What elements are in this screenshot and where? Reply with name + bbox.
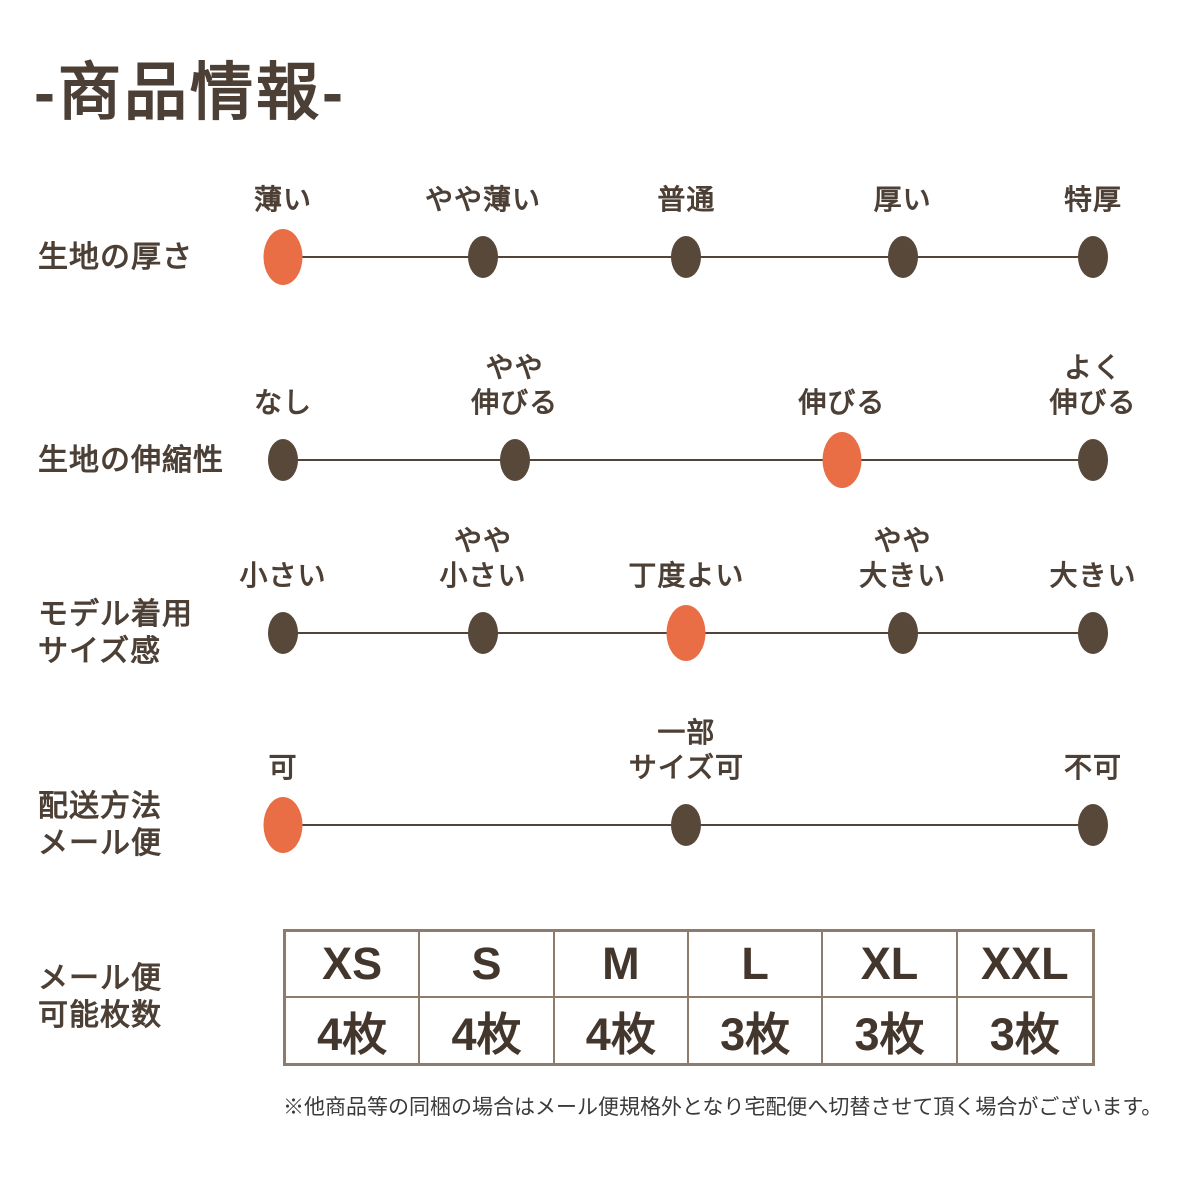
count-cell: 4枚 <box>420 997 555 1063</box>
size-header-cell: XXL <box>957 932 1092 998</box>
scale-dot <box>671 804 702 846</box>
count-cell: 3枚 <box>689 997 824 1063</box>
count-cell: 4枚 <box>286 997 421 1063</box>
count-cell: 3枚 <box>989 1008 1060 1060</box>
scale-row-label-line: 配送方法 <box>38 790 162 823</box>
option-label-line: 伸びる <box>798 387 886 418</box>
option-label: 一部 サイズ可 <box>629 715 744 785</box>
option-label: やや 大きい <box>859 523 946 593</box>
option-label: 特厚 <box>1064 182 1122 217</box>
option-label: なし <box>254 385 312 420</box>
scale-row-label-line: モデル着用 <box>38 598 193 631</box>
size-header-cell: M <box>554 932 689 998</box>
scale-row-label-line: 生地の厚さ <box>38 240 193 274</box>
option-label-line: 大きい <box>1049 560 1137 591</box>
page-title: -商品情報- <box>34 58 346 128</box>
scale-dot <box>268 612 298 654</box>
option-label-line: 不可 <box>1063 752 1123 783</box>
option-label-line: 厚い <box>873 184 932 215</box>
option-label-line: 薄い <box>253 184 313 215</box>
selected-value-dot <box>666 605 706 661</box>
scale-row-label: 生地の厚さ <box>38 239 193 276</box>
size-header-cell: L <box>688 932 824 998</box>
option-label-line: 伸びる <box>1049 387 1137 418</box>
size-header-cell: S <box>420 932 555 998</box>
scale-dot <box>268 439 298 481</box>
scale-row-label: 生地の伸縮性 <box>38 442 224 479</box>
scale-dot <box>671 236 702 278</box>
option-label: 大きい <box>1049 558 1136 593</box>
selected-value-dot <box>822 432 862 488</box>
option-label-line: やや薄い <box>425 184 542 215</box>
scale-dot <box>468 612 499 654</box>
option-label-line: 大きい <box>859 560 947 591</box>
scale-row-label-line: 生地の伸縮性 <box>38 443 224 477</box>
mail-capacity-table: XS S M L XL XXL 4枚 4枚 4枚 3枚 3枚 3枚 <box>283 929 1095 1066</box>
option-label: 普通 <box>657 182 715 217</box>
option-label-line: 伸びる <box>471 387 559 418</box>
option-label: 厚い <box>874 182 932 217</box>
option-label-line: サイズ可 <box>628 752 744 783</box>
option-label-line: やや <box>873 525 932 556</box>
table-label: メール便 可能枚数 <box>38 960 162 1034</box>
scale-row-label: モデル着用 サイズ感 <box>38 596 193 670</box>
option-label-line: よく <box>1063 352 1123 383</box>
scale-dot <box>1078 439 1108 481</box>
table-label-line1: メール便 <box>38 962 162 995</box>
footnote: ※他商品等の同梱の場合はメール便規格外となり宅配便へ切替させて頂く場合がございま… <box>283 1096 1163 1119</box>
option-label: やや 小さい <box>440 523 527 593</box>
scale-row-label-line: サイズ感 <box>38 635 162 668</box>
scale-dot <box>499 439 530 481</box>
scale-dot <box>887 236 918 278</box>
option-label: 小さい <box>239 558 326 593</box>
option-label: 可 <box>268 750 297 785</box>
count-cell: 4枚 <box>555 997 689 1063</box>
scale-dot <box>468 236 499 278</box>
option-label: やや 伸びる <box>471 350 558 420</box>
option-label: 伸びる <box>798 385 885 420</box>
scale-row-label: 配送方法 メール便 <box>38 788 162 862</box>
option-label-line: 小さい <box>439 560 527 591</box>
option-label-line: やや <box>485 352 544 383</box>
scale-dot <box>887 612 918 654</box>
option-label-line: やや <box>454 525 513 556</box>
scale-dot <box>1078 804 1108 846</box>
scale-row-label-line: メール便 <box>38 827 162 860</box>
scale-track-line <box>283 459 1093 461</box>
count-cell: 3枚 <box>823 997 958 1063</box>
selected-value-dot <box>263 797 303 853</box>
option-label: 不可 <box>1064 750 1122 785</box>
option-label: 薄い <box>254 182 312 217</box>
scale-dot <box>1078 236 1108 278</box>
table-label-line2: 可能枚数 <box>38 999 162 1032</box>
selected-value-dot <box>263 229 303 285</box>
option-label: よく 伸びる <box>1049 350 1136 420</box>
size-header-cell: XL <box>823 932 958 998</box>
option-label-line: 丁度よい <box>628 560 745 591</box>
option-label: 丁度よい <box>628 558 744 593</box>
option-label-line: 一部 <box>657 717 716 748</box>
option-label-line: 普通 <box>657 184 716 215</box>
size-header-cell: XS <box>286 932 421 998</box>
option-label: やや薄い <box>425 182 541 217</box>
option-label-line: 可 <box>268 752 298 783</box>
option-label-line: 特厚 <box>1063 184 1123 215</box>
scale-dot <box>1078 612 1108 654</box>
option-label-line: 小さい <box>239 560 327 591</box>
option-label-line: なし <box>253 387 313 418</box>
